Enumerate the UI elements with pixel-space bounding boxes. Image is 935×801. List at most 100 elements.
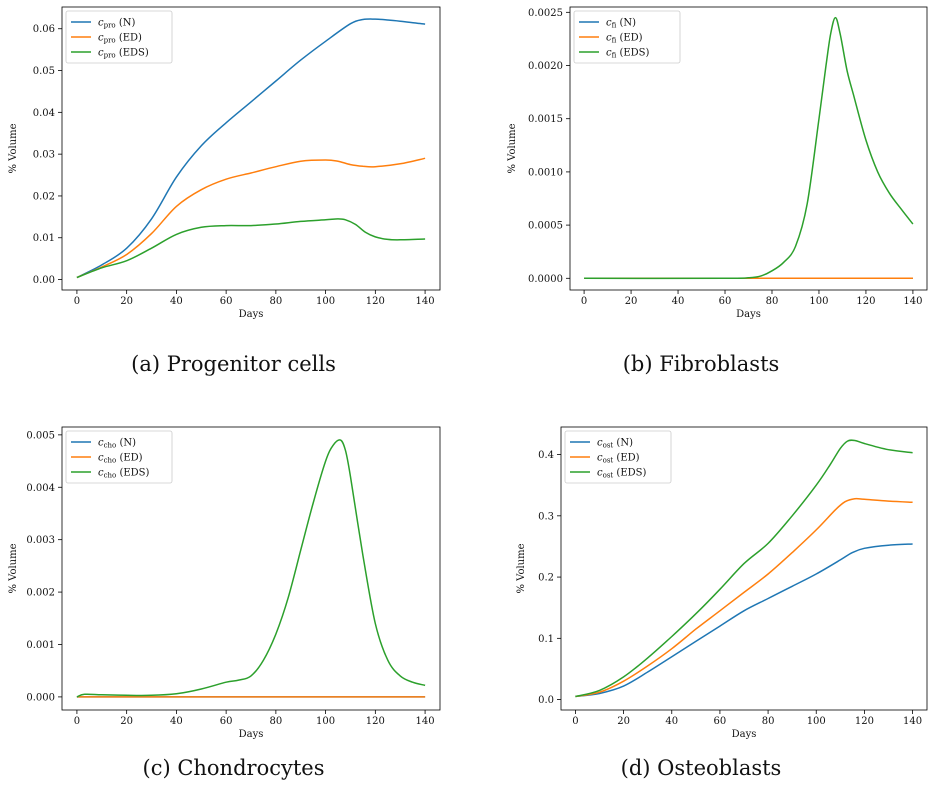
legend: ccho (N) ccho (ED) ccho (EDS) [65, 430, 173, 484]
x-tick-label: 140 [903, 716, 922, 727]
x-tick-label: 100 [807, 716, 826, 727]
x-tick-label: 100 [316, 296, 335, 307]
y-tick-label: 0.1 [538, 634, 554, 645]
y-tick-label: 0.0015 [528, 114, 563, 125]
axes-frame [560, 426, 928, 711]
y-tick-label: 0.2 [538, 573, 554, 584]
x-tick-label: 140 [903, 296, 922, 307]
legend-label: ccho (N) [98, 438, 136, 450]
x-tick-label: 0 [74, 296, 80, 307]
legend: cost (N) cost (ED) cost (EDS) [564, 430, 672, 484]
y-tick-label: 0.001 [26, 640, 55, 651]
axes-frame [61, 6, 441, 291]
y-tick-label: 0.0005 [528, 221, 563, 232]
x-axis-label: Days [732, 729, 757, 740]
legend: cpro (N) cpro (ED) cpro (EDS) [65, 10, 173, 64]
y-tick-label: 0.002 [26, 588, 55, 599]
legend-label: cfi (EDS) [606, 48, 650, 60]
panel-progenitor-cells: 0 20 40 60 80 100 120 140 0.00 0.01 0.02 0.03 0.04 0.… [0, 0, 467, 400]
legend: cfi (N) cfi (ED) cfi (EDS) [573, 10, 681, 64]
chart-progenitor-cells: 0 20 40 60 80 100 120 140 0.00 0.01 0.02 0.03 0.04 0.… [8, 6, 441, 320]
y-tick-label: 0.0020 [528, 61, 563, 72]
y-tick-label: 0.06 [33, 24, 55, 35]
x-axis-label: Days [239, 309, 264, 320]
y-tick-label: 0.04 [33, 108, 55, 119]
y-tick-label: 0.0025 [528, 8, 563, 19]
y-tick-label: 0.02 [33, 191, 55, 202]
y-tick-label: 0.4 [538, 450, 554, 461]
series-line-pro-eds [76, 218, 426, 279]
x-tick-label: 60 [220, 296, 233, 307]
legend-label: cpro (EDS) [98, 48, 149, 60]
y-tick-label: 0.000 [26, 692, 55, 703]
legend-label: cfi (N) [606, 18, 636, 30]
x-tick-label: 20 [617, 716, 630, 727]
x-tick-label: 20 [625, 296, 638, 307]
caption-chondrocytes: (c) Chondrocytes [142, 756, 325, 780]
chart-chondrocytes: 0 20 40 60 80 100 120 140 0.000 0.001 0.002 0.003 0.… [8, 426, 441, 740]
x-tick-label: 40 [672, 296, 685, 307]
x-tick-label: 100 [809, 296, 828, 307]
series-line-ost-n [575, 543, 913, 698]
x-tick-label: 100 [316, 716, 335, 727]
series-line-cho-eds [76, 439, 426, 698]
legend-label: cost (EDS) [597, 468, 646, 480]
y-axis-label: % Volume [8, 543, 19, 593]
x-tick-label: 140 [416, 716, 435, 727]
panel-osteoblasts: 0 20 40 60 80 100 120 140 0.0 0.1 0.2 0.3 0.4 Days % V… [467, 400, 935, 801]
y-axis-label: % Volume [8, 123, 19, 173]
y-tick-label: 0.0000 [528, 274, 563, 285]
y-tick-label: 0.004 [26, 483, 55, 494]
legend-label: cfi (ED) [606, 33, 643, 45]
x-tick-label: 60 [714, 716, 727, 727]
x-tick-label: 80 [270, 296, 283, 307]
x-tick-label: 120 [366, 716, 385, 727]
x-tick-label: 60 [719, 296, 732, 307]
legend-label: cpro (N) [98, 18, 135, 30]
y-tick-label: 0.005 [26, 430, 55, 441]
x-tick-label: 60 [220, 716, 233, 727]
x-tick-label: 40 [170, 716, 183, 727]
x-tick-label: 80 [270, 716, 283, 727]
y-tick-label: 0.0 [538, 695, 554, 706]
legend-label: cost (ED) [597, 453, 640, 465]
legend-label: cpro (ED) [98, 33, 142, 45]
x-tick-label: 80 [766, 296, 779, 307]
caption-progenitor-cells: (a) Progenitor cells [131, 352, 336, 376]
series-line-pro-ed [76, 157, 426, 279]
x-axis-label: Days [239, 729, 264, 740]
x-tick-label: 120 [366, 296, 385, 307]
chart-osteoblasts: 0 20 40 60 80 100 120 140 0.0 0.1 0.2 0.3 0.4 Days % V… [516, 426, 928, 740]
x-tick-label: 0 [74, 716, 80, 727]
x-tick-label: 120 [856, 296, 875, 307]
x-tick-label: 140 [416, 296, 435, 307]
caption-fibroblasts: (b) Fibroblasts [622, 352, 780, 376]
panel-chondrocytes: 0 20 40 60 80 100 120 140 0.000 0.001 0.002 0.003 0.… [0, 400, 467, 801]
series-line-ost-ed [575, 497, 913, 698]
legend-label: ccho (EDS) [98, 468, 150, 480]
x-tick-label: 20 [120, 296, 133, 307]
y-axis-label: % Volume [507, 123, 518, 173]
legend-label: cost (N) [597, 438, 633, 450]
x-tick-label: 40 [170, 296, 183, 307]
y-tick-label: 0.0010 [528, 167, 563, 178]
axes-frame [569, 6, 928, 291]
y-tick-label: 0.003 [26, 535, 55, 546]
caption-osteoblasts: (d) Osteoblasts [620, 756, 782, 780]
panel-fibroblasts: 0 20 40 60 80 100 120 140 0.0000 0.0005 0.0010 0.00… [467, 0, 935, 400]
series-line-ost-eds [575, 439, 913, 698]
y-tick-label: 0.01 [33, 233, 55, 244]
x-axis-label: Days [736, 309, 761, 320]
x-tick-label: 120 [855, 716, 874, 727]
axes-frame [61, 426, 441, 711]
x-tick-label: 40 [665, 716, 678, 727]
x-tick-label: 0 [572, 716, 578, 727]
chart-fibroblasts: 0 20 40 60 80 100 120 140 0.0000 0.0005 0.0010 0.00… [507, 6, 928, 320]
series-line-fi-eds [584, 16, 914, 280]
x-tick-label: 80 [762, 716, 775, 727]
x-tick-label: 0 [581, 296, 587, 307]
x-tick-label: 20 [120, 716, 133, 727]
y-tick-label: 0.05 [33, 66, 55, 77]
y-axis-label: % Volume [516, 543, 527, 593]
series-line-pro-n [76, 18, 426, 279]
